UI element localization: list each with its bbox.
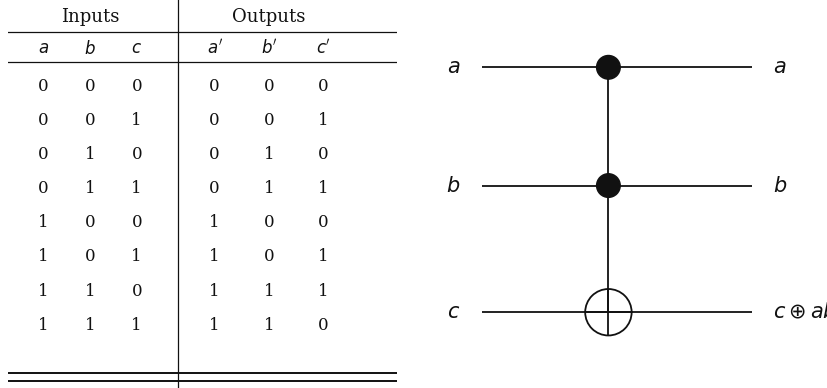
Text: 1: 1: [318, 112, 328, 129]
Text: 0: 0: [318, 78, 328, 95]
Text: 0: 0: [131, 214, 142, 231]
Text: 1: 1: [318, 180, 328, 197]
Text: 1: 1: [38, 317, 49, 334]
Text: 1: 1: [84, 180, 95, 197]
Text: 0: 0: [209, 78, 220, 95]
Text: 1: 1: [38, 214, 49, 231]
Text: 1: 1: [318, 248, 328, 265]
Text: 1: 1: [263, 282, 274, 300]
Text: $c'$: $c'$: [316, 39, 331, 58]
Text: 1: 1: [263, 146, 274, 163]
Text: 1: 1: [84, 317, 95, 334]
Text: $b'$: $b'$: [261, 39, 277, 58]
Text: 1: 1: [38, 248, 49, 265]
Text: 0: 0: [318, 214, 328, 231]
Text: $b$: $b$: [446, 175, 460, 196]
Text: 0: 0: [263, 112, 274, 129]
Text: 1: 1: [209, 317, 220, 334]
Text: 1: 1: [131, 317, 142, 334]
Text: 0: 0: [318, 146, 328, 163]
Text: 0: 0: [38, 78, 49, 95]
Text: 1: 1: [131, 112, 142, 129]
Text: $c \oplus ab$: $c \oplus ab$: [772, 302, 827, 322]
Text: $b$: $b$: [84, 40, 96, 57]
Text: 1: 1: [84, 282, 95, 300]
Text: $b$: $b$: [772, 175, 786, 196]
Text: 0: 0: [209, 146, 220, 163]
Text: 0: 0: [131, 146, 142, 163]
Text: 0: 0: [84, 248, 95, 265]
Text: 1: 1: [209, 248, 220, 265]
Text: 1: 1: [131, 180, 142, 197]
Text: $a$: $a$: [447, 58, 460, 77]
Circle shape: [596, 55, 619, 79]
Text: 0: 0: [38, 180, 49, 197]
Text: 0: 0: [131, 78, 142, 95]
Text: 0: 0: [263, 248, 274, 265]
Text: 0: 0: [38, 146, 49, 163]
Text: 0: 0: [209, 180, 220, 197]
Text: Outputs: Outputs: [232, 9, 305, 26]
Text: $a$: $a$: [772, 58, 786, 77]
Text: 0: 0: [84, 78, 95, 95]
Text: $c$: $c$: [447, 303, 460, 322]
Text: 1: 1: [38, 282, 49, 300]
Text: 1: 1: [209, 214, 220, 231]
Text: 1: 1: [209, 282, 220, 300]
Circle shape: [596, 174, 619, 197]
Text: 1: 1: [131, 248, 142, 265]
Text: 1: 1: [263, 317, 274, 334]
Text: 0: 0: [209, 112, 220, 129]
Text: 0: 0: [263, 78, 274, 95]
Text: $a'$: $a'$: [206, 39, 222, 58]
Text: $c$: $c$: [131, 40, 142, 57]
Text: $a$: $a$: [38, 40, 49, 57]
Text: 0: 0: [318, 317, 328, 334]
Text: 0: 0: [84, 214, 95, 231]
Text: 0: 0: [84, 112, 95, 129]
Text: 1: 1: [318, 282, 328, 300]
Text: 1: 1: [84, 146, 95, 163]
Text: 0: 0: [38, 112, 49, 129]
Text: 1: 1: [263, 180, 274, 197]
Text: 0: 0: [131, 282, 142, 300]
Text: 0: 0: [263, 214, 274, 231]
Text: Inputs: Inputs: [60, 9, 119, 26]
